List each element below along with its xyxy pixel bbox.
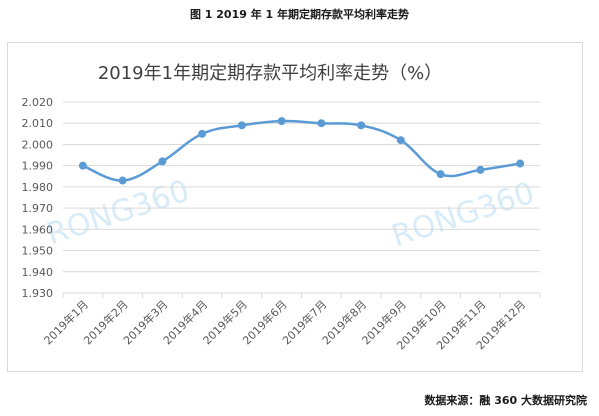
data-point	[436, 170, 445, 179]
chart-title: 2019年1年期定期存款平均利率走势（%）	[98, 63, 442, 84]
y-tick-label: 1.930	[22, 287, 54, 300]
data-point	[476, 165, 485, 174]
data-point	[158, 157, 167, 166]
y-tick-label: 2.020	[22, 96, 54, 109]
data-point	[237, 121, 246, 130]
data-point	[357, 121, 366, 130]
data-point	[317, 119, 326, 128]
chart-frame	[7, 42, 583, 372]
data-point	[198, 129, 207, 138]
data-point	[277, 117, 286, 126]
source-note: 数据来源：融 360 大数据研究院	[424, 394, 587, 407]
y-tick-label: 1.980	[22, 181, 54, 194]
figure-caption: 图 1 2019 年 1 年期定期存款平均利率走势	[189, 8, 410, 21]
y-tick-label: 2.010	[22, 117, 54, 130]
y-tick-label: 1.940	[22, 266, 54, 279]
y-tick-label: 1.970	[22, 202, 54, 215]
data-point	[78, 161, 87, 170]
y-tick-label: 1.960	[22, 223, 54, 236]
y-tick-label: 1.950	[22, 245, 54, 258]
data-point	[118, 176, 127, 185]
y-tick-label: 2.000	[22, 138, 54, 151]
y-tick-label: 1.990	[22, 160, 54, 173]
line-chart: RONG360 RONG360 2019年1年期定期存款平均利率走势（%） 2.0…	[7, 42, 583, 372]
watermark-text: RONG360	[43, 173, 194, 252]
data-point	[396, 136, 405, 145]
data-point	[516, 159, 525, 168]
series-line	[82, 119, 521, 182]
